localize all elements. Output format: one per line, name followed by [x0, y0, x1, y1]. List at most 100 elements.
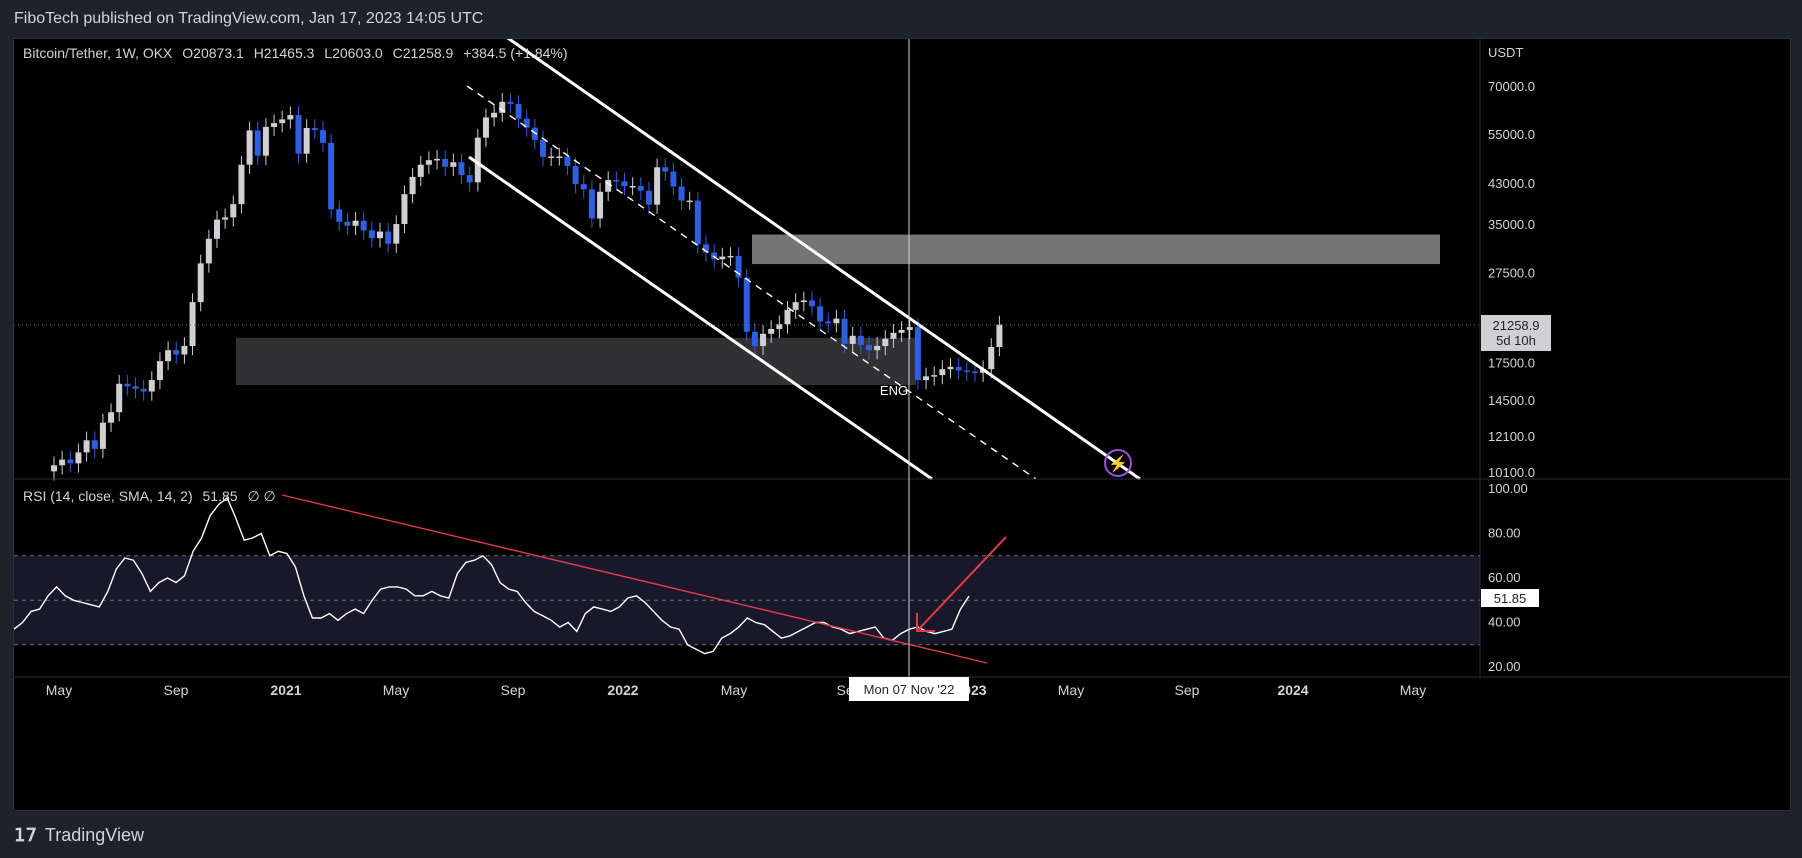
candle [67, 450, 74, 473]
crosshair-date: Mon 07 Nov '22 [864, 682, 955, 697]
channel-lower [468, 155, 933, 481]
candle [230, 195, 237, 227]
candle [784, 301, 791, 334]
rsi-tick-label: 40.00 [1488, 615, 1521, 630]
candle [401, 185, 408, 234]
currency-label: USDT [1488, 45, 1523, 60]
brand-name[interactable]: TradingView [44, 824, 144, 845]
candle [377, 222, 383, 248]
candle [83, 431, 90, 462]
candle [450, 153, 457, 177]
candle [849, 327, 856, 354]
rsi-value-tag: 51.85 [1481, 589, 1539, 607]
chart-canvas[interactable]: ENG ⚡ Bitcoin/Tether, 1W, OKX O20873.1 H… [14, 39, 1790, 810]
price-tick-label: 14500.0 [1488, 393, 1535, 408]
candle [156, 352, 163, 390]
candle [434, 150, 441, 170]
price-tick-label: 27500.0 [1488, 265, 1535, 280]
candle [996, 315, 1003, 357]
candle [923, 367, 930, 390]
candle [857, 327, 864, 355]
candle [515, 95, 522, 128]
candle [295, 106, 302, 163]
candle [425, 151, 432, 174]
candle [971, 362, 978, 382]
candle [931, 366, 938, 386]
time-ticks: MaySep2021MaySep2022MaySepNov2023MaySep2… [46, 682, 1426, 698]
candle [654, 158, 661, 214]
price-pane[interactable]: ENG ⚡ Bitcoin/Tether, 1W, OKX O20873.1 H… [14, 39, 1480, 481]
channel-upper [506, 39, 1141, 481]
candle [955, 358, 962, 380]
candle [458, 153, 465, 185]
candle [564, 147, 571, 176]
last-price-countdown: 5d 10h [1496, 333, 1536, 348]
rsi-legend: RSI (14, close, SMA, 14, 2) 51.85 ∅ ∅ [23, 488, 276, 504]
candle [808, 291, 815, 316]
publisher-line: FiboTech published on TradingView.com, J… [14, 10, 484, 27]
rsi-pane[interactable]: RSI (14, close, SMA, 14, 2) 51.85 ∅ ∅ [14, 488, 1480, 664]
candle [735, 247, 742, 287]
red-arrow [916, 536, 1007, 632]
candle [222, 208, 229, 229]
candle [352, 211, 359, 235]
candle [91, 431, 98, 459]
candle [189, 293, 196, 356]
price-axis[interactable]: USDT 70000.0 55000.0 43000.0 35000.0 27500.0… [1479, 39, 1551, 677]
candle [760, 325, 767, 356]
channel-midline [466, 85, 1037, 480]
candle [776, 315, 783, 339]
time-axis[interactable]: MaySep2021MaySep2022MaySepNov2023MaySep2… [14, 676, 1790, 701]
candle [670, 162, 677, 196]
price-legend: Bitcoin/Tether, 1W, OKX O20873.1 H21465.… [23, 45, 568, 61]
candle [336, 200, 343, 231]
candle [482, 108, 489, 147]
candle [140, 380, 147, 401]
candle [132, 377, 139, 399]
candle [800, 291, 807, 312]
legend-low: L20603.0 [324, 45, 383, 61]
last-price-tag: 21258.9 5d 10h [1481, 315, 1551, 351]
candle [360, 211, 367, 240]
lightning-icon[interactable]: ⚡ [1104, 449, 1132, 477]
candle [678, 177, 685, 210]
time-tick-label: May [383, 682, 409, 698]
zone-upper [752, 234, 1440, 265]
candle [409, 168, 416, 204]
candle [51, 456, 57, 481]
candle [173, 341, 180, 364]
candle [637, 177, 644, 200]
time-tick-label: May [721, 682, 747, 698]
candle [523, 109, 530, 137]
candle [205, 229, 212, 273]
rsi-tick-label: 100.00 [1488, 481, 1528, 496]
candle [116, 375, 123, 422]
symbol-title: Bitcoin/Tether, 1W, OKX [23, 45, 173, 61]
candle [303, 119, 310, 163]
publish-header: FiboTech published on TradingView.com, J… [0, 0, 1802, 38]
candle [474, 128, 481, 192]
candle [197, 254, 204, 312]
price-tick-label: 55000.0 [1488, 127, 1535, 142]
candle [466, 166, 473, 192]
candle [580, 175, 587, 199]
price-tick-label: 70000.0 [1488, 79, 1535, 94]
chart-frame[interactable]: ENG ⚡ Bitcoin/Tether, 1W, OKX O20873.1 H… [13, 38, 1791, 811]
rsi-trendline [281, 494, 988, 664]
candle [841, 309, 848, 354]
candle [743, 268, 750, 342]
candle [271, 114, 278, 137]
tradingview-logo-icon[interactable]: 𝟣𝟩 [14, 824, 37, 845]
candle [108, 403, 115, 432]
candle [148, 371, 155, 401]
candle [99, 413, 106, 459]
candle [613, 171, 620, 191]
candle [548, 147, 555, 167]
time-tick-label: May [1058, 682, 1084, 698]
rsi-tick-label: 80.00 [1488, 526, 1521, 541]
svg-text:⚡: ⚡ [1108, 454, 1128, 473]
candle [694, 191, 701, 254]
candle [165, 341, 172, 371]
candle [662, 158, 669, 181]
price-ticks: 70000.0 55000.0 43000.0 35000.0 27500.0 17500… [1488, 79, 1535, 480]
